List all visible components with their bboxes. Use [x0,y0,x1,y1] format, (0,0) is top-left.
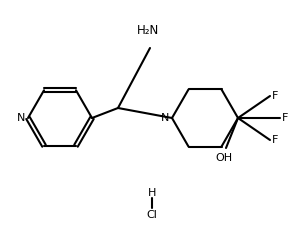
Text: Cl: Cl [147,210,157,220]
Text: F: F [272,135,278,145]
Text: OH: OH [216,153,233,163]
Text: F: F [272,91,278,101]
Text: N: N [161,113,169,123]
Text: H: H [148,188,156,198]
Text: F: F [282,113,288,123]
Text: N: N [17,113,25,123]
Text: H₂N: H₂N [137,24,159,37]
